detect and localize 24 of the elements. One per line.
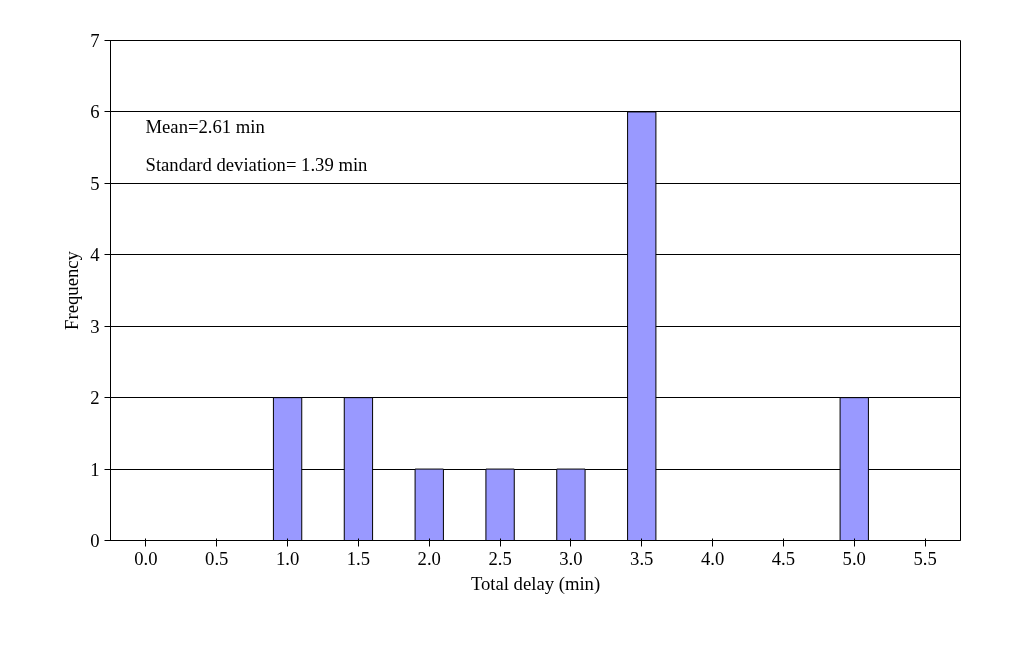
x-tick-label: 0.0 bbox=[134, 547, 158, 569]
x-axis-title: Total delay (min) bbox=[470, 572, 601, 595]
y-tick-label: 4 bbox=[90, 244, 101, 266]
x-tick-label: 1.0 bbox=[275, 547, 300, 569]
y-tick-label: 1 bbox=[90, 458, 100, 480]
y-tick-label: 0 bbox=[90, 530, 100, 551]
annotation: Standard deviation= 1.39 min bbox=[145, 153, 369, 175]
x-tick-label: 4.0 bbox=[700, 547, 725, 569]
y-tick-label: 6 bbox=[90, 101, 100, 123]
x-tick-label: 5.5 bbox=[913, 547, 937, 569]
x-tick-label: 4.5 bbox=[771, 547, 796, 569]
x-tick-label: 0.5 bbox=[205, 547, 229, 569]
y-tick-label: 3 bbox=[90, 315, 100, 337]
x-tick-label: 3.5 bbox=[630, 547, 654, 569]
y-tick-label: 2 bbox=[90, 387, 100, 409]
x-tick-label: 2.0 bbox=[417, 547, 441, 569]
y-axis-title: Frequency bbox=[61, 250, 83, 330]
y-tick-label: 5 bbox=[90, 172, 100, 194]
x-tick-label: 5.0 bbox=[842, 547, 866, 569]
x-tick-label: 1.5 bbox=[346, 547, 371, 569]
annotation: Mean=2.61 min bbox=[145, 115, 266, 137]
x-tick-label: 3.0 bbox=[559, 547, 583, 569]
y-tick-label: 7 bbox=[90, 30, 100, 51]
x-tick-label: 2.5 bbox=[488, 547, 512, 569]
